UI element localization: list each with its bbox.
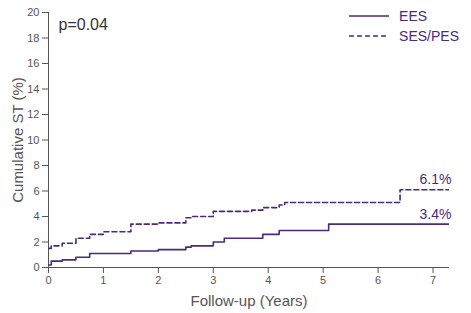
svg-text:3: 3 [210, 274, 216, 286]
svg-text:6.1%: 6.1% [420, 171, 452, 187]
svg-text:2: 2 [33, 236, 39, 248]
svg-text:14: 14 [27, 83, 39, 95]
svg-text:4: 4 [33, 210, 39, 222]
svg-text:0: 0 [33, 261, 39, 273]
html-text:EES: EES [399, 8, 428, 24]
svg-text:4: 4 [265, 274, 271, 286]
svg-text:6: 6 [33, 185, 39, 197]
svg-text:Cumulative ST (%): Cumulative ST (%) [9, 77, 26, 203]
svg-text:18: 18 [27, 32, 39, 44]
svg-text:20: 20 [27, 6, 39, 18]
html-text:SES/PES: SES/PES [399, 28, 459, 44]
svg-text:3.4%: 3.4% [420, 206, 452, 222]
svg-text:6: 6 [375, 274, 381, 286]
svg-text:p=0.04: p=0.04 [59, 16, 108, 33]
svg-text:10: 10 [27, 134, 39, 146]
svg-text:Follow-up (Years): Follow-up (Years) [191, 292, 308, 309]
svg-text:1: 1 [100, 274, 106, 286]
svg-text:16: 16 [27, 57, 39, 69]
svg-text:5: 5 [320, 274, 326, 286]
svg-text:12: 12 [27, 108, 39, 120]
svg-text:0: 0 [45, 274, 51, 286]
svg-text:7: 7 [430, 274, 436, 286]
svg-text:8: 8 [33, 159, 39, 171]
svg-text:2: 2 [155, 274, 161, 286]
